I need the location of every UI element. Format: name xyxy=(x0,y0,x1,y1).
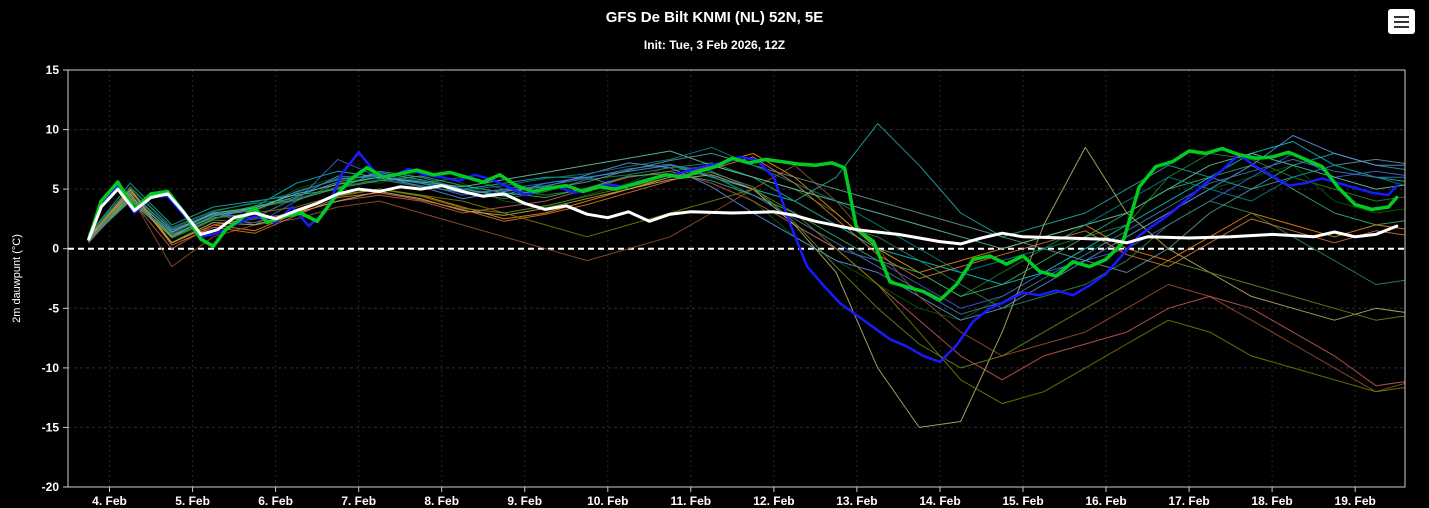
y-tick-label: 10 xyxy=(46,123,60,137)
x-axis: 4. Feb 5. Feb 6. Feb 7. Feb 8. Feb 9. Feb 10. … xyxy=(92,487,1376,508)
x-tick-label: 13. Feb xyxy=(836,494,877,508)
chart-context-menu-button[interactable] xyxy=(1388,9,1415,34)
y-tick-label: 15 xyxy=(46,63,60,77)
x-tick-label: 16. Feb xyxy=(1085,494,1126,508)
y-tick-label: 0 xyxy=(52,242,59,256)
operational-line xyxy=(87,146,1399,302)
x-tick-label: 10. Feb xyxy=(587,494,628,508)
x-tick-label: 6. Feb xyxy=(258,494,293,508)
x-tick-label: 11. Feb xyxy=(670,494,711,508)
chart-title: GFS De Bilt KNMI (NL) 52N, 5E xyxy=(605,9,824,26)
y-axis-title: 2m dauwpunt (°C) xyxy=(11,234,23,323)
y-tick-label: -20 xyxy=(42,480,60,494)
y-tick-label: 5 xyxy=(52,182,59,196)
x-tick-label: 9. Feb xyxy=(507,494,542,508)
x-tick-label: 14. Feb xyxy=(919,494,960,508)
member-line xyxy=(88,152,1405,309)
series-lines xyxy=(87,123,1405,428)
x-tick-label: 8. Feb xyxy=(424,494,459,508)
x-tick-label: 12. Feb xyxy=(753,494,794,508)
member-line xyxy=(88,146,1405,273)
mean-line xyxy=(87,184,1399,246)
x-tick-label: 18. Feb xyxy=(1251,494,1292,508)
chart-header: GFS De Bilt KNMI (NL) 52N, 5E Init: Tue,… xyxy=(0,0,1429,60)
x-tick-label: 5. Feb xyxy=(175,494,210,508)
plot-border xyxy=(67,69,1406,488)
control-line xyxy=(87,150,1398,364)
member-line xyxy=(88,164,1405,297)
x-tick-label: 19. Feb xyxy=(1335,494,1376,508)
member-line xyxy=(88,156,1405,279)
y-tick-label: -5 xyxy=(48,301,59,315)
x-tick-label: 4. Feb xyxy=(92,494,127,508)
y-tick-label: -10 xyxy=(42,361,60,375)
horizontal-gridlines xyxy=(68,69,1405,488)
chart-subtitle: Init: Tue, 3 Feb 2026, 12Z xyxy=(643,38,786,52)
y-axis: 15 10 5 0 -5 -10 -15 -20 xyxy=(42,63,68,494)
vertical-gridlines xyxy=(109,70,1356,487)
x-tick-label: 15. Feb xyxy=(1002,494,1043,508)
member-line xyxy=(88,188,1405,405)
x-tick-label: 17. Feb xyxy=(1168,494,1209,508)
y-tick-label: -15 xyxy=(42,420,60,434)
x-tick-label: 7. Feb xyxy=(341,494,376,508)
